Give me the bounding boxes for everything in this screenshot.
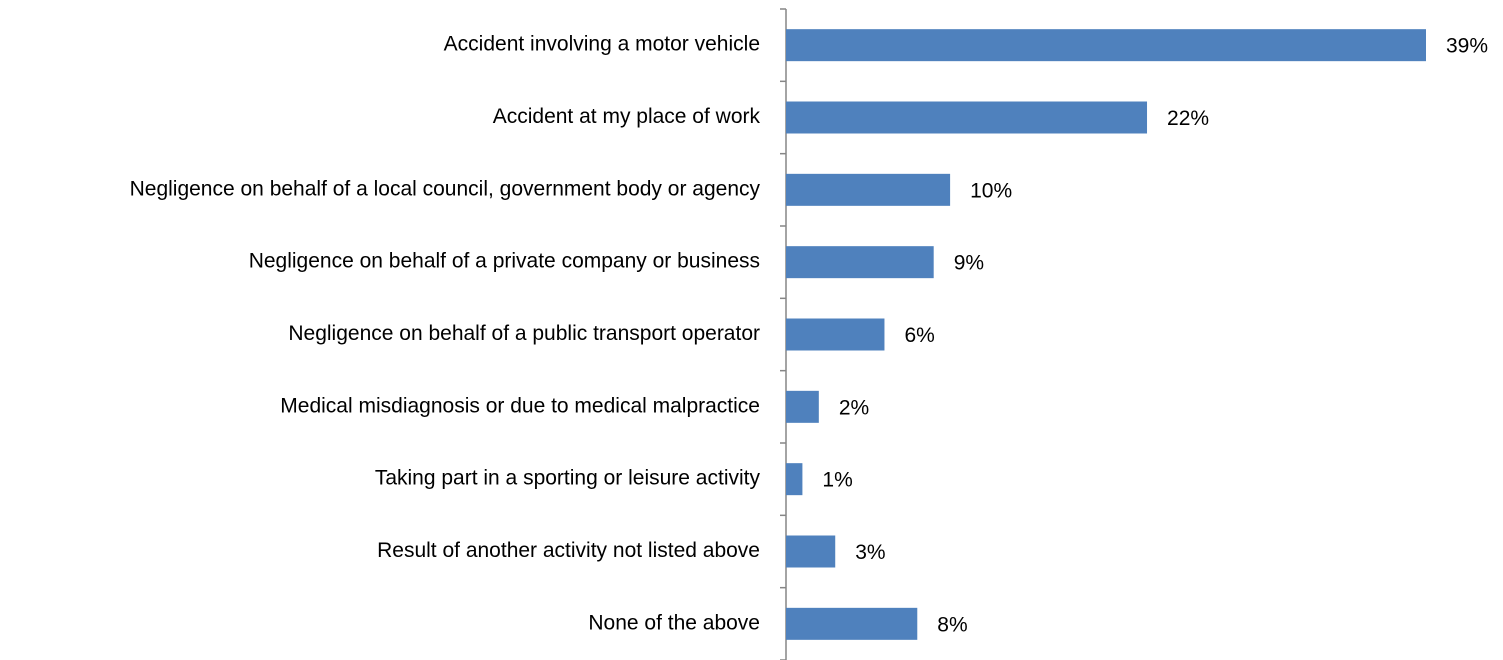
category-label: Accident involving a motor vehicle [444,33,760,56]
bar [786,535,836,568]
category-label: Negligence on behalf of a public transpo… [288,322,760,345]
bar [786,390,819,423]
category-label: Negligence on behalf of a private compan… [249,250,760,273]
value-label: 10% [970,179,1012,202]
category-label: None of the above [588,611,760,634]
value-label: 39% [1446,35,1488,58]
category-label: Accident at my place of work [493,105,761,128]
bar [786,607,918,640]
value-label: 22% [1167,107,1209,130]
value-label: 9% [954,252,984,275]
bar [786,246,934,279]
value-label: 2% [839,396,869,419]
value-label: 6% [904,324,934,347]
category-label: Negligence on behalf of a local council,… [130,177,761,200]
bar [786,101,1148,134]
category-label: Taking part in a sporting or leisure act… [375,467,761,490]
category-label: Medical misdiagnosis or due to medical m… [280,394,760,417]
category-label: Result of another activity not listed ab… [377,539,760,562]
value-label: 3% [855,541,885,564]
bar [786,463,803,496]
bar [786,318,885,351]
value-label: 1% [822,469,852,492]
bar [786,173,951,206]
bar [786,29,1426,62]
value-label: 8% [937,613,967,636]
